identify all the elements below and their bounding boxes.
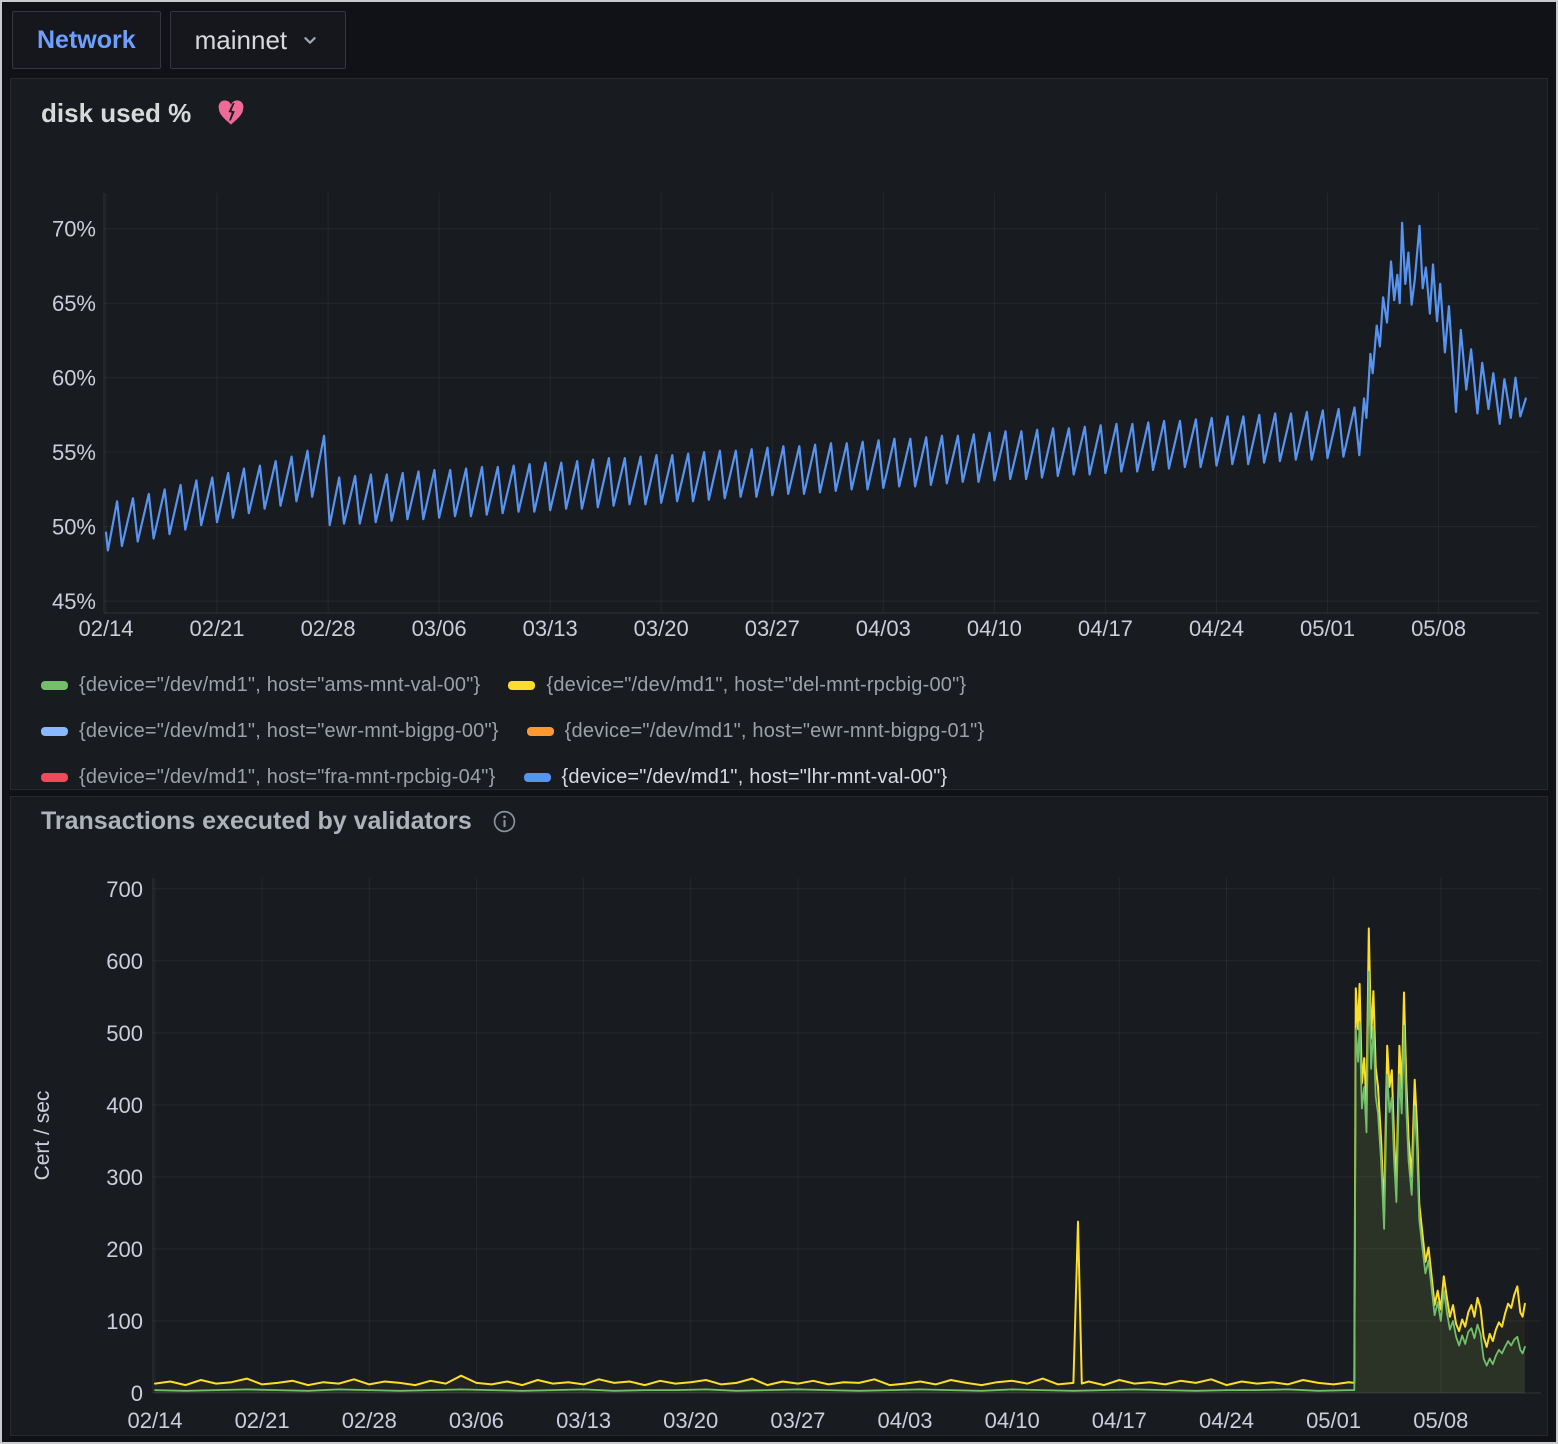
- x-tick-label: 04/17: [1078, 616, 1133, 641]
- x-tick-label: 02/21: [235, 1408, 290, 1433]
- network-variable-label-box[interactable]: Network: [12, 11, 161, 69]
- transactions-panel-header[interactable]: Transactions executed by validators: [11, 797, 1547, 839]
- legend-item[interactable]: {device="/dev/md1", host="del-mnt-rpcbig…: [508, 674, 966, 697]
- legend-series-swatch: [41, 773, 68, 782]
- legend-row: {device="/dev/md1", host="fra-mnt-rpcbig…: [41, 754, 1547, 800]
- y-tick-label: 200: [106, 1237, 143, 1262]
- legend-series-swatch: [527, 727, 554, 736]
- transactions-chart[interactable]: 0 100 200 300 400 500 600 700 02/14 02/21 02/28 03/…: [11, 839, 1549, 1439]
- y-tick-label: 400: [106, 1093, 143, 1118]
- transactions-chart-area: 0 100 200 300 400 500 600 700 02/14 02/21 02/28 03/…: [11, 839, 1547, 1444]
- y-tick-label: 60%: [52, 366, 96, 391]
- y-axis-title: Cert / sec: [31, 1091, 54, 1181]
- y-tick-label: 100: [106, 1309, 143, 1334]
- x-tick-label: 04/10: [985, 1408, 1040, 1433]
- series-line: [155, 972, 1525, 1391]
- legend-series-swatch: [41, 681, 68, 690]
- x-tick-label: 04/24: [1189, 616, 1244, 641]
- x-tick-label: 05/08: [1413, 1408, 1468, 1433]
- legend-row: {device="/dev/md1", host="ewr-mnt-bigpg-…: [41, 708, 1547, 754]
- legend-item[interactable]: {device="/dev/md1", host="fra-mnt-rpcbig…: [41, 766, 496, 789]
- x-tick-label: 03/27: [770, 1408, 825, 1433]
- series-area: [155, 972, 1525, 1393]
- x-tick-label: 05/01: [1306, 1408, 1361, 1433]
- series-line: [106, 223, 1526, 551]
- y-tick-label: 300: [106, 1165, 143, 1190]
- x-tick-label: 03/06: [449, 1408, 504, 1433]
- y-tick-label: 600: [106, 949, 143, 974]
- info-circle-icon[interactable]: [492, 809, 517, 834]
- disk-used-chart-area: 45% 50% 55% 60% 65% 70% 02/14 02/21 02/28 03/06 03…: [11, 131, 1547, 656]
- y-tick-label: 70%: [52, 217, 96, 242]
- legend-series-label: {device="/dev/md1", host="del-mnt-rpcbig…: [546, 674, 966, 697]
- legend-item[interactable]: {device="/dev/md1", host="lhr-mnt-val-00…: [524, 766, 948, 789]
- x-tick-label: 02/14: [78, 616, 133, 641]
- legend-series-label: {device="/dev/md1", host="ewr-mnt-bigpg-…: [79, 720, 499, 743]
- x-tick-label: 02/14: [127, 1408, 182, 1433]
- legend-series-label: {device="/dev/md1", host="ewr-mnt-bigpg-…: [565, 720, 985, 743]
- network-variable-dropdown[interactable]: mainnet: [170, 11, 347, 69]
- disk-used-panel-header[interactable]: disk used %: [11, 79, 1547, 131]
- broken-heart-icon: [217, 100, 245, 127]
- legend-series-swatch: [508, 681, 535, 690]
- chevron-down-icon: [299, 29, 321, 51]
- x-tick-label: 03/20: [634, 616, 689, 641]
- y-tick-label: 500: [106, 1021, 143, 1046]
- legend-series-label: {device="/dev/md1", host="ams-mnt-val-00…: [79, 674, 480, 697]
- x-tick-label: 03/06: [412, 616, 467, 641]
- x-tick-label: 04/24: [1199, 1408, 1254, 1433]
- legend-series-swatch: [41, 727, 68, 736]
- disk-used-chart[interactable]: 45% 50% 55% 60% 65% 70% 02/14 02/21 02/28 03/06 03…: [11, 131, 1549, 651]
- x-tick-label: 04/03: [856, 616, 911, 641]
- legend-series-swatch: [524, 773, 551, 782]
- y-tick-label: 55%: [52, 440, 96, 465]
- x-tick-label: 03/27: [745, 616, 800, 641]
- x-tick-label: 03/13: [556, 1408, 611, 1433]
- legend-item[interactable]: {device="/dev/md1", host="ewr-mnt-bigpg-…: [41, 720, 499, 743]
- y-tick-label: 45%: [52, 589, 96, 614]
- transactions-panel: Transactions executed by validators 0 100…: [10, 796, 1548, 1436]
- network-variable-value: mainnet: [195, 25, 288, 56]
- panel-title-disk-used: disk used %: [41, 95, 191, 131]
- y-tick-label: 0: [131, 1381, 143, 1406]
- x-tick-label: 05/01: [1300, 616, 1355, 641]
- x-tick-label: 04/10: [967, 616, 1022, 641]
- series-line: [155, 928, 1525, 1385]
- network-variable-label: Network: [37, 26, 136, 55]
- x-tick-label: 02/21: [189, 616, 244, 641]
- x-tick-label: 04/17: [1092, 1408, 1147, 1433]
- y-tick-label: 65%: [52, 291, 96, 316]
- legend-item[interactable]: {device="/dev/md1", host="ams-mnt-val-00…: [41, 674, 480, 697]
- disk-used-panel: disk used % 45% 50% 55% 60% 65% 70% 02/14 02/21…: [10, 78, 1548, 790]
- x-tick-label: 03/13: [523, 616, 578, 641]
- x-tick-label: 02/28: [301, 616, 356, 641]
- x-tick-label: 05/08: [1411, 616, 1466, 641]
- dashboard-variables-bar: Network mainnet: [2, 2, 1556, 78]
- y-tick-label: 50%: [52, 515, 96, 540]
- legend-series-label: {device="/dev/md1", host="fra-mnt-rpcbig…: [79, 766, 496, 789]
- series-area: [155, 928, 1525, 1393]
- x-tick-label: 03/20: [663, 1408, 718, 1433]
- legend-item[interactable]: {device="/dev/md1", host="ewr-mnt-bigpg-…: [527, 720, 985, 743]
- legend-row: {device="/dev/md1", host="ams-mnt-val-00…: [41, 662, 1547, 708]
- legend-series-label: {device="/dev/md1", host="lhr-mnt-val-00…: [562, 766, 948, 789]
- legend: {device="/dev/md1", host="ams-mnt-val-00…: [11, 656, 1547, 800]
- x-tick-label: 04/03: [877, 1408, 932, 1433]
- y-tick-label: 700: [106, 877, 143, 902]
- panel-title-transactions: Transactions executed by validators: [41, 803, 472, 839]
- x-tick-label: 02/28: [342, 1408, 397, 1433]
